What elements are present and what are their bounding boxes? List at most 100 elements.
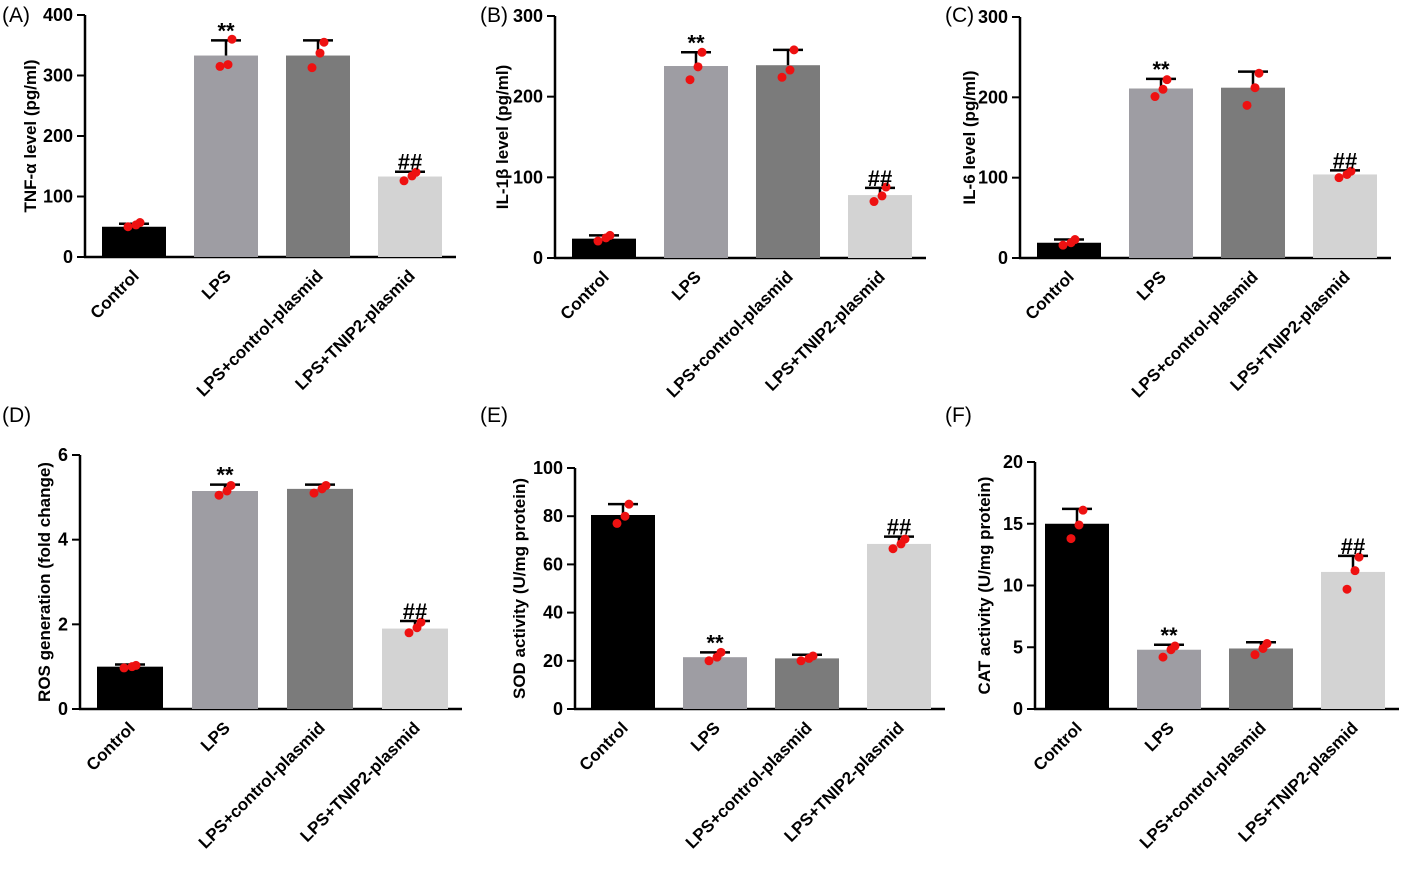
data-point bbox=[697, 47, 707, 57]
y-tick-label: 300 bbox=[513, 6, 543, 26]
category-label: Control bbox=[557, 267, 613, 323]
data-point bbox=[789, 45, 799, 55]
data-point bbox=[131, 660, 141, 670]
category-label: Control bbox=[1022, 267, 1078, 323]
y-tick-label: 0 bbox=[63, 247, 73, 267]
category-label: Control bbox=[83, 718, 139, 774]
data-point bbox=[119, 663, 129, 673]
bar bbox=[867, 543, 931, 709]
bar bbox=[286, 55, 350, 257]
category-label: Control bbox=[87, 266, 143, 322]
category-label: LPS bbox=[198, 266, 235, 303]
data-point bbox=[1078, 505, 1088, 515]
significance-marker: ## bbox=[868, 166, 892, 191]
y-tick-label: 200 bbox=[513, 87, 543, 107]
panel-label: (F) bbox=[945, 404, 972, 427]
y-tick-label: 0 bbox=[998, 248, 1008, 268]
data-point bbox=[215, 61, 225, 71]
bar bbox=[664, 66, 728, 258]
data-point bbox=[223, 60, 233, 70]
significance-marker: ## bbox=[1341, 534, 1365, 559]
chart-panel-b: (B) 0 100 200 300 IL-1β level (pg/ml) Control *… bbox=[480, 4, 926, 401]
data-point bbox=[612, 518, 622, 528]
y-tick-label: 0 bbox=[553, 699, 563, 719]
data-point bbox=[214, 490, 224, 500]
significance-marker: ## bbox=[887, 515, 911, 540]
bar bbox=[1229, 648, 1293, 709]
data-point bbox=[226, 480, 236, 490]
data-point bbox=[1262, 639, 1272, 649]
data-point bbox=[888, 544, 898, 554]
data-point bbox=[1150, 92, 1160, 102]
panel-label: (C) bbox=[945, 4, 974, 27]
data-point bbox=[796, 656, 806, 666]
data-point bbox=[1342, 584, 1352, 594]
data-point bbox=[900, 534, 910, 544]
data-point bbox=[1334, 173, 1344, 183]
category-label: LPS bbox=[687, 718, 724, 755]
category-label: LPS bbox=[1133, 267, 1170, 304]
significance-marker: ** bbox=[216, 463, 234, 488]
bar bbox=[1045, 523, 1109, 709]
bar bbox=[97, 666, 163, 709]
data-point bbox=[624, 499, 634, 509]
panel-label: (A) bbox=[2, 4, 30, 27]
data-point bbox=[1250, 83, 1260, 93]
data-point bbox=[1350, 566, 1360, 576]
bar bbox=[287, 488, 353, 709]
chart-panel-c: (C) 0 100 200 300 IL-6 level (pg/ml) Control **… bbox=[945, 4, 1391, 401]
data-point bbox=[1242, 100, 1252, 110]
data-point bbox=[605, 230, 615, 240]
y-tick-label: 20 bbox=[1003, 452, 1023, 472]
chart-panel-a: (A) 0 100 200 300 400 TNF-α level (pg/ml) Contr… bbox=[2, 4, 456, 400]
y-axis-label: IL-1β level (pg/ml) bbox=[493, 65, 512, 210]
data-point bbox=[1070, 235, 1080, 245]
y-tick-label: 5 bbox=[1013, 637, 1023, 657]
data-point bbox=[1066, 534, 1076, 544]
y-tick-label: 100 bbox=[978, 168, 1008, 188]
data-point bbox=[777, 72, 787, 82]
data-point bbox=[1058, 240, 1068, 250]
data-point bbox=[704, 656, 714, 666]
data-point bbox=[319, 37, 329, 47]
data-point bbox=[716, 647, 726, 657]
bar bbox=[192, 490, 258, 709]
y-tick-label: 0 bbox=[1013, 699, 1023, 719]
data-point bbox=[309, 488, 319, 498]
data-point bbox=[1158, 84, 1168, 94]
data-point bbox=[593, 236, 603, 246]
significance-marker: ** bbox=[1160, 623, 1178, 648]
data-point bbox=[399, 176, 409, 186]
y-axis-label: CAT activity (U/mg protein) bbox=[975, 477, 994, 695]
panel-label: (D) bbox=[2, 404, 31, 427]
y-tick-label: 300 bbox=[978, 7, 1008, 27]
data-point bbox=[315, 48, 325, 58]
data-point bbox=[1074, 520, 1084, 530]
data-point bbox=[135, 218, 145, 228]
significance-marker: ## bbox=[403, 599, 427, 624]
bar bbox=[1313, 174, 1377, 258]
y-tick-label: 6 bbox=[58, 445, 68, 465]
data-point bbox=[1354, 552, 1364, 562]
data-point bbox=[881, 182, 891, 192]
data-point bbox=[1170, 641, 1180, 651]
bar bbox=[683, 657, 747, 709]
y-tick-label: 40 bbox=[543, 603, 563, 623]
bar bbox=[194, 55, 258, 257]
data-point bbox=[321, 480, 331, 490]
y-axis-label: TNF-α level (pg/ml) bbox=[21, 59, 40, 212]
data-point bbox=[123, 222, 133, 232]
y-tick-label: 0 bbox=[58, 699, 68, 719]
data-point bbox=[1158, 652, 1168, 662]
y-tick-label: 4 bbox=[58, 530, 68, 550]
y-axis-label: SOD activity (U/mg protein) bbox=[510, 478, 529, 699]
y-tick-label: 200 bbox=[978, 87, 1008, 107]
bar bbox=[775, 658, 839, 709]
data-point bbox=[693, 62, 703, 72]
y-tick-label: 100 bbox=[43, 187, 73, 207]
bar bbox=[1129, 88, 1193, 258]
y-tick-label: 80 bbox=[543, 506, 563, 526]
y-tick-label: 10 bbox=[1003, 576, 1023, 596]
